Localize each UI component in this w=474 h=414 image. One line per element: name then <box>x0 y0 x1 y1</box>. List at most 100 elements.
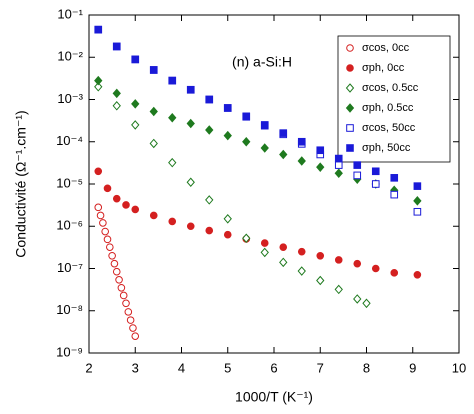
data-point <box>260 121 269 129</box>
data-point <box>353 171 362 180</box>
data-point <box>242 233 251 244</box>
data-point <box>112 88 121 99</box>
data-point <box>279 257 288 268</box>
legend-marker <box>345 83 355 93</box>
data-point <box>297 247 306 256</box>
data-point <box>279 129 288 137</box>
y-tick-label: 10⁻⁶ <box>56 218 83 233</box>
data-point <box>112 101 121 111</box>
data-point <box>126 316 135 324</box>
y-tick-label: 10⁻⁸ <box>56 302 83 317</box>
y-tick-label: 10⁻⁷ <box>57 260 83 275</box>
data-point <box>94 25 103 34</box>
data-point <box>112 194 121 203</box>
data-point <box>223 230 232 239</box>
legend-marker <box>346 44 354 52</box>
data-point <box>119 291 128 300</box>
data-point <box>103 235 112 244</box>
data-point <box>94 75 103 86</box>
y-tick-label: 10⁻⁹ <box>56 344 83 359</box>
x-axis-label: 1000/T (K⁻¹) <box>235 389 313 405</box>
data-point <box>371 264 380 273</box>
legend-label: σph, 0.5cc <box>362 102 414 114</box>
legend-marker <box>345 103 355 113</box>
data-point <box>168 217 177 226</box>
data-point <box>223 130 232 141</box>
data-point <box>115 276 123 284</box>
data-point <box>94 167 103 176</box>
data-point <box>149 66 158 74</box>
data-point <box>242 136 251 147</box>
y-tick-label: 10⁻⁵ <box>56 175 83 190</box>
data-point <box>260 239 269 247</box>
data-point <box>99 219 107 227</box>
data-point <box>96 211 105 220</box>
x-tick-label: 5 <box>224 360 231 375</box>
legend-box <box>337 35 451 163</box>
x-tick-label: 3 <box>132 360 139 375</box>
data-point <box>149 106 158 117</box>
data-point <box>242 112 251 121</box>
data-point <box>149 138 158 149</box>
data-point <box>131 332 140 340</box>
data-point <box>131 99 140 109</box>
x-tick-label: 4 <box>178 360 185 375</box>
data-point <box>297 156 306 166</box>
data-point <box>279 149 288 160</box>
y-tick-label: 10⁻¹ <box>57 6 83 21</box>
data-point <box>371 180 380 188</box>
legend-label: σcos, 0cc <box>362 42 410 54</box>
data-point <box>316 162 325 172</box>
data-point <box>390 174 399 182</box>
data-point <box>117 283 126 292</box>
data-point <box>316 275 325 286</box>
data-point <box>108 251 116 260</box>
legend-marker <box>346 64 354 72</box>
data-point <box>94 203 103 212</box>
legend-label: σph, 50cc <box>362 142 411 154</box>
annotation: (n) a-Si:H <box>232 54 292 70</box>
data-point <box>279 243 288 251</box>
data-point <box>223 104 232 112</box>
data-point <box>186 222 195 231</box>
data-point <box>413 207 422 216</box>
legend-marker <box>346 124 354 132</box>
data-point <box>316 251 325 260</box>
data-point <box>124 308 133 316</box>
data-point <box>94 82 103 92</box>
legend-label: σcos, 50cc <box>362 122 416 134</box>
data-point <box>103 184 112 193</box>
data-point <box>186 118 195 129</box>
data-point <box>205 95 214 104</box>
data-point <box>223 214 232 224</box>
data-point <box>316 146 325 155</box>
data-point <box>260 247 269 258</box>
data-point <box>260 143 269 153</box>
data-point <box>297 137 306 146</box>
x-tick-label: 6 <box>270 360 277 375</box>
data-point <box>362 298 371 309</box>
data-point <box>122 201 130 209</box>
y-tick-label: 10⁻² <box>57 49 83 64</box>
x-tick-label: 9 <box>409 360 416 375</box>
data-point <box>112 267 121 276</box>
data-point <box>334 161 343 169</box>
data-point <box>149 211 158 220</box>
x-tick-label: 2 <box>85 360 92 375</box>
data-point <box>334 168 343 178</box>
data-point <box>129 324 137 332</box>
data-point <box>205 125 214 135</box>
data-point <box>131 205 140 214</box>
data-point <box>110 259 119 268</box>
data-point <box>390 190 399 199</box>
data-point <box>106 243 114 251</box>
data-point <box>353 259 362 268</box>
data-point <box>186 85 195 94</box>
legend-marker <box>346 144 354 152</box>
y-axis-label: Conductivité (Ω⁻¹.cm⁻¹) <box>13 110 29 257</box>
data-point <box>371 167 380 176</box>
data-point <box>413 270 422 279</box>
data-point <box>353 294 362 304</box>
data-point <box>101 227 109 236</box>
